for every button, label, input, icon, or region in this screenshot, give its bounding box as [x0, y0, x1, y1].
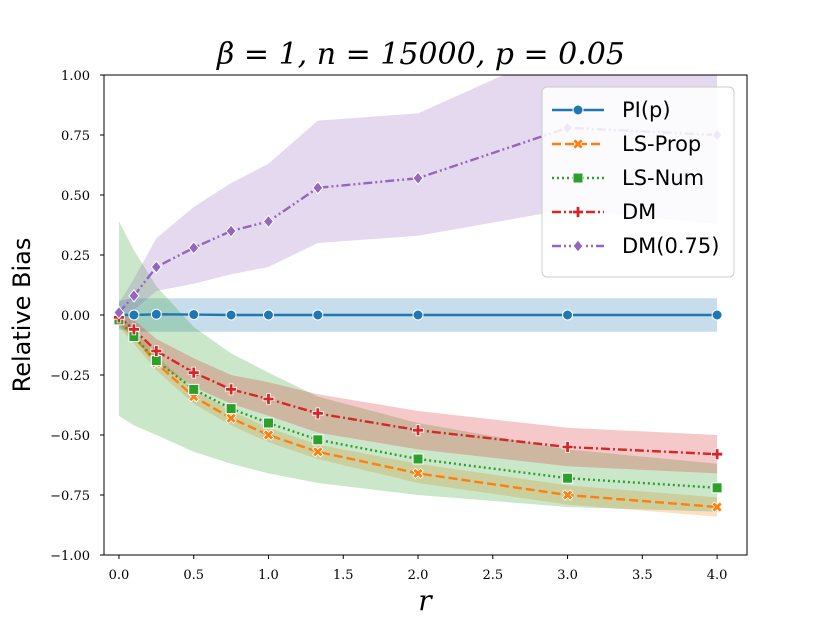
y-tick-label: 0.75	[61, 129, 90, 144]
point-ls-num	[412, 453, 424, 465]
chart-title: β = 1, n = 15000, p = 0.05	[216, 37, 625, 72]
point-ls-num	[711, 482, 723, 494]
x-tick-label: 0.5	[183, 568, 204, 583]
y-tick-label: −0.25	[50, 369, 90, 384]
legend-marker-ls-prop	[572, 138, 584, 150]
band-ls-num	[118, 221, 718, 512]
point-dm	[711, 448, 723, 461]
point-ls-prop	[312, 446, 324, 458]
point-pi-p	[150, 308, 162, 320]
line-ls-prop	[118, 319, 718, 509]
point-dm	[311, 407, 324, 420]
y-axis-label: Relative Bias	[8, 238, 36, 393]
x-tick-label: 2.5	[482, 568, 503, 583]
point-dm	[262, 393, 275, 405]
legend-marker-dm-0-75	[572, 239, 584, 253]
point-dm-0-75	[113, 305, 125, 320]
legend-marker-dm	[572, 206, 584, 218]
x-axis-label: r	[418, 584, 433, 617]
point-dm	[128, 323, 140, 336]
point-dm-0-75	[150, 260, 162, 274]
y-tick-label: 0.00	[61, 309, 90, 324]
legend: PI(p) LS-Prop LS-Num DM DM(0.75)	[541, 86, 735, 278]
point-ls-num	[150, 355, 162, 367]
x-tick-label: 2.0	[408, 568, 429, 583]
point-dm	[187, 366, 200, 379]
legend-label-dm: DM	[622, 200, 656, 224]
point-ls-num	[225, 403, 237, 415]
line-dm-0-75	[118, 126, 718, 314]
point-dm-0-75	[188, 241, 200, 255]
point-dm-0-75	[262, 214, 275, 229]
point-pi-p	[312, 309, 324, 321]
point-ls-prop	[561, 489, 574, 501]
point-dm	[150, 345, 163, 357]
x-tick-label: 0.0	[109, 568, 130, 583]
line-pi-p	[118, 313, 718, 317]
legend-label-ls-prop: LS-Prop	[622, 132, 701, 156]
y-tick-label: −0.50	[50, 429, 90, 444]
x-tick-label: 1.5	[333, 568, 354, 583]
x-tick-label: 4.0	[707, 568, 728, 583]
point-ls-prop	[711, 501, 723, 513]
legend-box	[541, 86, 735, 278]
band-dm	[118, 310, 718, 474]
legend-label-ls-num: LS-Num	[622, 166, 704, 190]
point-dm-0-75	[225, 224, 237, 238]
point-ls-num	[312, 434, 324, 446]
point-pi-p	[188, 309, 200, 321]
y-tick-label: 0.25	[61, 249, 90, 264]
point-dm	[561, 441, 574, 453]
y-tick-label: −0.75	[50, 489, 90, 504]
point-ls-num	[188, 383, 200, 395]
legend-label-pi-p: PI(p)	[622, 98, 671, 122]
y-tick-label: −1.00	[50, 549, 90, 564]
legend-label-dm-0-75: DM(0.75)	[622, 234, 719, 258]
point-dm-0-75	[412, 171, 424, 185]
point-pi-p	[225, 309, 237, 321]
point-pi-p	[562, 309, 574, 321]
point-dm	[225, 383, 238, 396]
point-ls-num	[262, 417, 274, 429]
point-dm	[412, 424, 424, 437]
line-dm	[118, 316, 718, 456]
x-tick-label: 1.0	[258, 568, 279, 583]
point-ls-prop	[262, 429, 275, 441]
point-ls-num	[562, 472, 574, 484]
point-pi-p	[711, 309, 723, 321]
y-tick-label: 0.50	[61, 189, 90, 204]
legend-marker-ls-num	[572, 172, 584, 184]
point-dm-0-75	[312, 181, 324, 195]
point-pi-p	[128, 309, 140, 321]
point-dm-0-75	[128, 289, 140, 303]
legend-marker-pi-p	[572, 104, 584, 116]
y-axis-ticks: −1.00 −0.75 −0.50 −0.25 0.00 0.25 0.50 0.75 1.00	[50, 69, 104, 564]
point-pi-p	[412, 309, 424, 321]
x-tick-label: 3.5	[632, 568, 653, 583]
point-pi-p	[262, 309, 274, 321]
y-tick-label: 1.00	[61, 69, 90, 84]
point-ls-prop	[412, 467, 424, 480]
x-tick-label: 3.0	[557, 568, 578, 583]
x-axis-ticks: 0.0 0.5 1.0 1.5 2.0 2.5 3.0 3.5 4.0	[109, 555, 728, 583]
series-lines	[118, 126, 718, 509]
